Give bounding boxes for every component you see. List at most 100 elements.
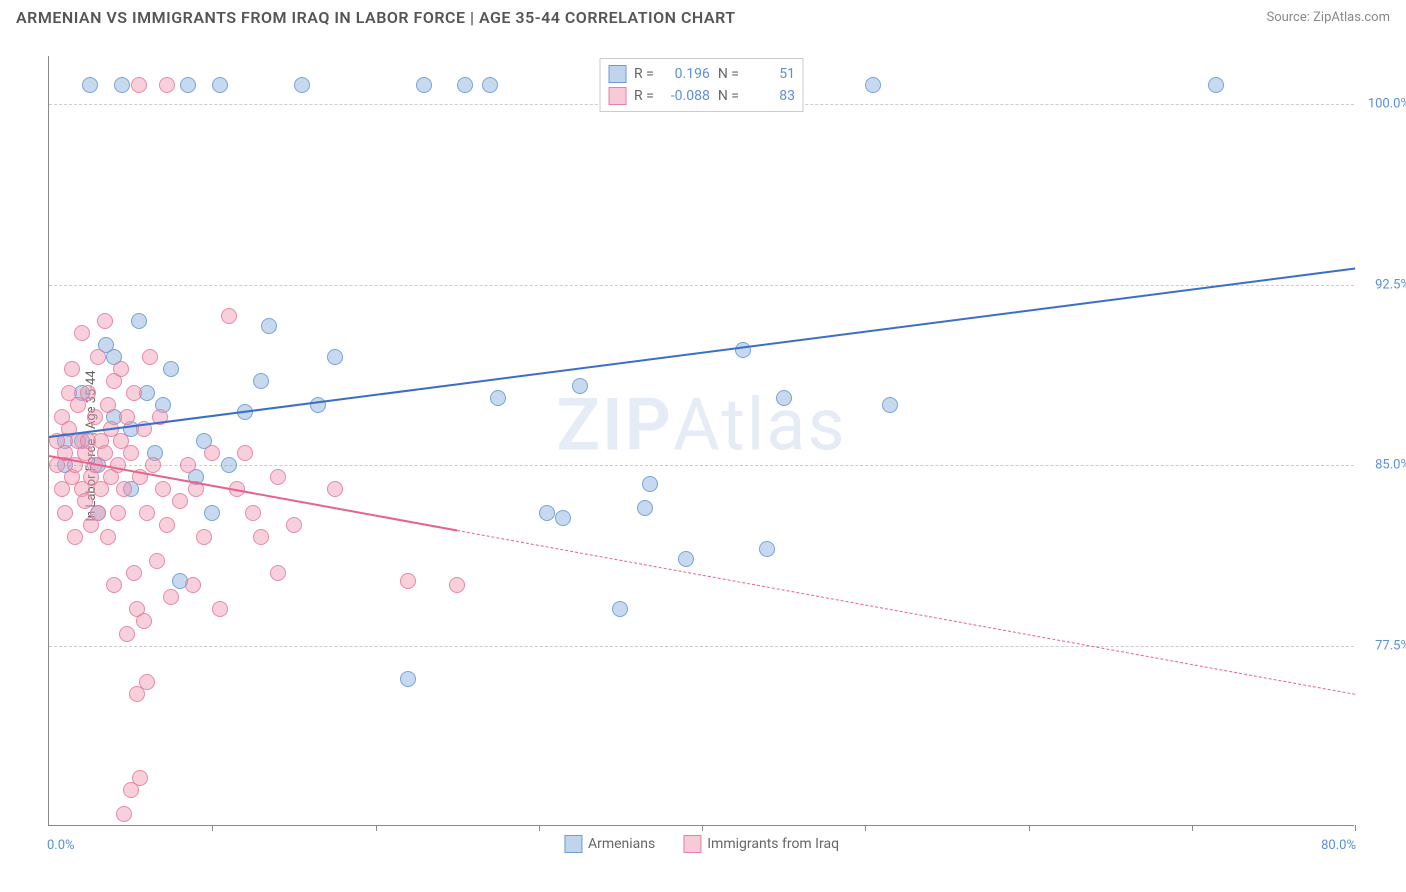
data-point <box>221 308 237 324</box>
trend-line <box>49 268 1355 438</box>
data-point <box>82 77 98 93</box>
y-tick-label: 100.0% <box>1368 97 1406 112</box>
data-point <box>776 390 792 406</box>
data-point <box>735 342 751 358</box>
correlation-legend: R = 0.196 N = 51 R = -0.088 N = 83 <box>599 58 804 112</box>
gridline <box>49 646 1354 647</box>
data-point <box>113 361 129 377</box>
data-point <box>490 390 506 406</box>
data-point <box>74 325 90 341</box>
data-point <box>204 445 220 461</box>
x-axis-min: 0.0% <box>47 838 75 853</box>
data-point <box>212 601 228 617</box>
scatter-plot: ZIPAtlas R = 0.196 N = 51 R = -0.088 N =… <box>48 56 1354 826</box>
x-tick <box>865 825 866 831</box>
data-point <box>126 565 142 581</box>
data-point <box>119 626 135 642</box>
data-point <box>185 577 201 593</box>
data-point <box>449 577 465 593</box>
watermark: ZIPAtlas <box>556 383 846 468</box>
data-point <box>180 457 196 473</box>
x-tick <box>212 825 213 831</box>
legend-label-1: Armenians <box>588 836 655 852</box>
source-label: Source: ZipAtlas.com <box>1266 10 1390 25</box>
data-point <box>145 457 161 473</box>
data-point <box>310 397 326 413</box>
r-label-1: R = <box>634 66 654 82</box>
n-label-2: N = <box>718 88 739 104</box>
data-point <box>678 551 694 567</box>
data-point <box>110 505 126 521</box>
y-tick-label: 92.5% <box>1375 277 1406 292</box>
data-point <box>132 770 148 786</box>
data-point <box>57 505 73 521</box>
data-point <box>131 313 147 329</box>
data-point <box>416 77 432 93</box>
data-point <box>539 505 555 521</box>
y-tick-label: 77.5% <box>1375 638 1406 653</box>
data-point <box>270 565 286 581</box>
data-point <box>159 517 175 533</box>
data-point <box>90 349 106 365</box>
data-point <box>180 77 196 93</box>
data-point <box>155 481 171 497</box>
data-point <box>80 385 96 401</box>
data-point <box>97 445 113 461</box>
data-point <box>114 77 130 93</box>
data-point <box>212 77 228 93</box>
data-point <box>865 77 881 93</box>
data-point <box>142 349 158 365</box>
r-label-2: R = <box>634 88 654 104</box>
data-point <box>555 510 571 526</box>
data-point <box>139 674 155 690</box>
data-point <box>294 77 310 93</box>
x-tick <box>1192 825 1193 831</box>
data-point <box>163 361 179 377</box>
data-point <box>245 505 261 521</box>
data-point <box>106 577 122 593</box>
legend-item-iraq: Immigrants from Iraq <box>683 835 839 853</box>
trend-line-extrapolated <box>457 530 1355 695</box>
data-point <box>139 505 155 521</box>
data-point <box>457 77 473 93</box>
data-point <box>123 445 139 461</box>
data-point <box>286 517 302 533</box>
x-tick <box>376 825 377 831</box>
x-tick <box>1029 825 1030 831</box>
data-point <box>637 500 653 516</box>
data-point <box>149 553 165 569</box>
r-value-2: -0.088 <box>662 88 710 104</box>
swatch-pink-icon <box>683 835 701 853</box>
data-point <box>131 77 147 93</box>
data-point <box>64 361 80 377</box>
swatch-blue-icon <box>564 835 582 853</box>
data-point <box>237 445 253 461</box>
x-tick <box>702 825 703 831</box>
data-point <box>204 505 220 521</box>
swatch-pink <box>608 87 626 105</box>
r-value-1: 0.196 <box>662 66 710 82</box>
data-point <box>87 409 103 425</box>
data-point <box>67 529 83 545</box>
legend-item-armenians: Armenians <box>564 835 655 853</box>
gridline <box>49 465 1354 466</box>
data-point <box>253 529 269 545</box>
data-point <box>116 806 132 822</box>
data-point <box>172 493 188 509</box>
data-point <box>116 481 132 497</box>
gridline <box>49 285 1354 286</box>
data-point <box>270 469 286 485</box>
data-point <box>100 397 116 413</box>
data-point <box>221 457 237 473</box>
data-point <box>400 573 416 589</box>
n-value-2: 83 <box>747 88 795 104</box>
x-tick <box>1355 825 1356 831</box>
data-point <box>126 385 142 401</box>
data-point <box>100 529 116 545</box>
x-axis-max: 80.0% <box>1321 838 1356 853</box>
data-point <box>612 601 628 617</box>
data-point <box>97 313 113 329</box>
legend-row-1: R = 0.196 N = 51 <box>608 63 795 85</box>
data-point <box>482 77 498 93</box>
data-point <box>119 409 135 425</box>
